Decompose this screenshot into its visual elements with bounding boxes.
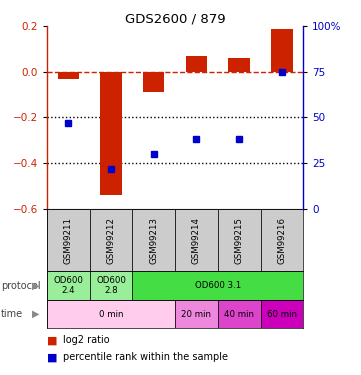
Text: time: time [1, 309, 23, 319]
Bar [261, 209, 303, 272]
Text: log2 ratio: log2 ratio [63, 336, 110, 345]
Bar [175, 209, 218, 272]
Text: ■: ■ [47, 352, 57, 362]
Bar [100, 72, 122, 195]
Bar [229, 58, 250, 72]
Bar [47, 300, 175, 328]
Bar [271, 28, 292, 72]
Text: 20 min: 20 min [182, 310, 212, 319]
Text: percentile rank within the sample: percentile rank within the sample [63, 352, 228, 362]
Text: OD600 3.1: OD600 3.1 [195, 281, 241, 290]
Bar [143, 72, 164, 92]
Bar [132, 209, 175, 272]
Bar [261, 300, 303, 328]
Text: GSM99216: GSM99216 [277, 217, 286, 264]
Bar [186, 56, 207, 72]
Text: ■: ■ [47, 336, 57, 345]
Text: OD600
2.4: OD600 2.4 [53, 276, 83, 295]
Bar [218, 300, 261, 328]
Bar [132, 272, 303, 300]
Bar [90, 209, 132, 272]
Text: GSM99211: GSM99211 [64, 217, 73, 264]
Text: GSM99214: GSM99214 [192, 217, 201, 264]
Text: GSM99212: GSM99212 [106, 217, 116, 264]
Bar [47, 272, 90, 300]
Text: GSM99215: GSM99215 [235, 217, 244, 264]
Bar [218, 209, 261, 272]
Bar [175, 300, 218, 328]
Bar [58, 72, 79, 79]
Text: ▶: ▶ [32, 309, 40, 319]
Text: 60 min: 60 min [267, 310, 297, 319]
Bar [90, 272, 132, 300]
Text: GSM99213: GSM99213 [149, 217, 158, 264]
Text: protocol: protocol [1, 281, 40, 291]
Bar [47, 209, 90, 272]
Text: OD600
2.8: OD600 2.8 [96, 276, 126, 295]
Text: 40 min: 40 min [224, 310, 254, 319]
Text: 0 min: 0 min [99, 310, 123, 319]
Title: GDS2600 / 879: GDS2600 / 879 [125, 12, 225, 25]
Text: ▶: ▶ [32, 281, 40, 291]
